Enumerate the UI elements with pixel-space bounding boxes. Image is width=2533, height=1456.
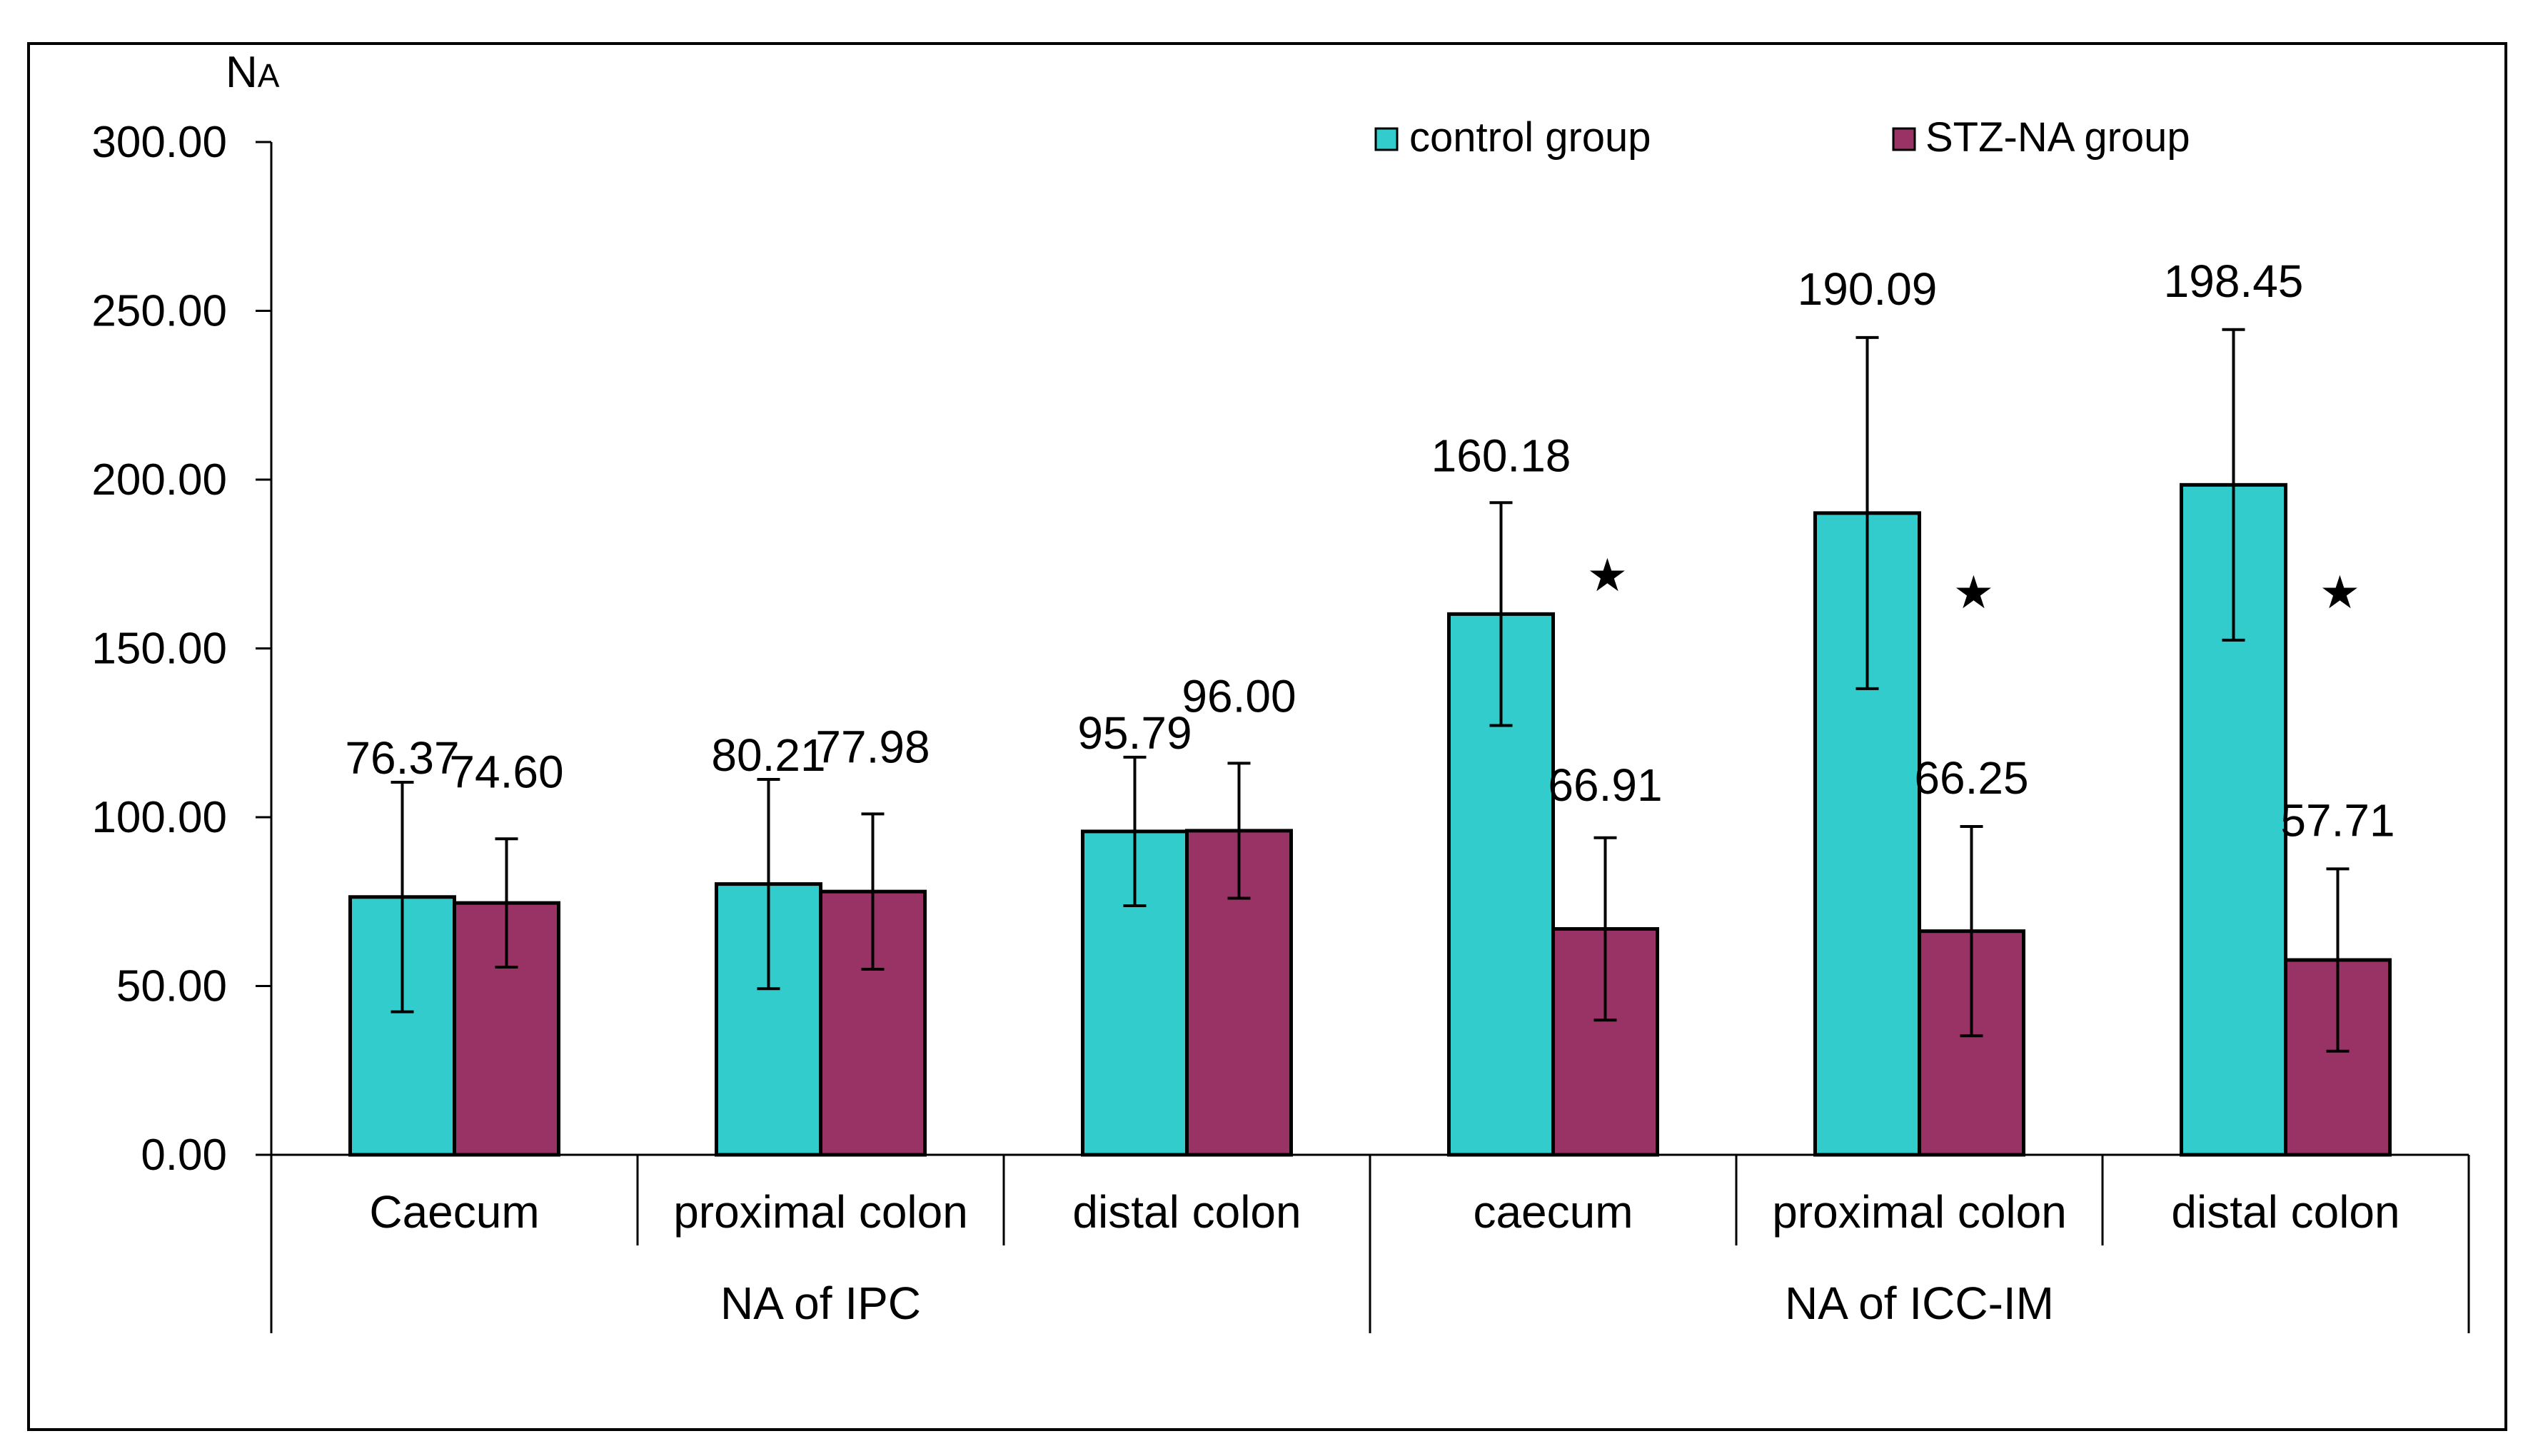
y-tick-label: 100.00 xyxy=(91,793,227,842)
significance-star-3: ★ xyxy=(1587,550,1628,601)
y-tick-label: 0.00 xyxy=(141,1131,227,1180)
group-label-1: NA of ICC-IM xyxy=(1785,1278,2054,1329)
value-label-control-5: 198.45 xyxy=(2164,256,2304,307)
value-label-control-4: 190.09 xyxy=(1798,263,1938,315)
y-axis-title: NA xyxy=(226,48,280,97)
value-label-stz-5: 57.71 xyxy=(2280,794,2394,846)
y-tick-label: 300.00 xyxy=(91,118,227,167)
legend-swatch-stz xyxy=(1892,127,1916,151)
value-label-control-1: 80.21 xyxy=(711,729,825,781)
value-label-stz-1: 77.98 xyxy=(815,721,930,772)
y-tick-label: 50.00 xyxy=(116,962,227,1011)
value-label-control-2: 95.79 xyxy=(1077,707,1192,759)
value-label-control-0: 76.37 xyxy=(345,732,459,784)
category-label-3: caecum xyxy=(1473,1186,1633,1238)
y-ticks: 0.00 50.00 100.00 150.00 200.00 250.00 300.00 xyxy=(91,118,271,1180)
legend-label-stz: STZ-NA group xyxy=(1925,114,2190,161)
category-label-1: proximal colon xyxy=(673,1186,968,1238)
legend-swatch-control xyxy=(1374,127,1399,151)
significance-star-4: ★ xyxy=(1953,567,1994,618)
legend: control group STZ-NA group xyxy=(1374,114,2190,161)
value-label-stz-3: 66.91 xyxy=(1548,759,1662,811)
category-label-2: distal colon xyxy=(1072,1186,1301,1238)
value-label-stz-2: 96.00 xyxy=(1182,670,1296,722)
chart-frame xyxy=(27,42,2507,1431)
group-label-0: NA of IPC xyxy=(720,1278,921,1329)
y-tick-label: 200.00 xyxy=(91,455,227,505)
category-label-5: distal colon xyxy=(2171,1186,2399,1238)
value-label-control-3: 160.18 xyxy=(1431,430,1571,481)
value-label-stz-0: 74.60 xyxy=(449,746,563,797)
category-label-4: proximal colon xyxy=(1772,1186,2067,1238)
value-label-stz-4: 66.25 xyxy=(1914,752,2028,804)
category-label-0: Caecum xyxy=(369,1186,539,1238)
legend-label-control: control group xyxy=(1409,114,1651,161)
y-tick-label: 150.00 xyxy=(91,625,227,674)
category-axis: Caecum proximal colon distal colon caecum pr… xyxy=(369,1155,2470,1333)
y-tick-label: 250.00 xyxy=(91,287,227,336)
bar-control-0 xyxy=(348,895,456,1157)
significance-star-5: ★ xyxy=(2320,567,2360,618)
